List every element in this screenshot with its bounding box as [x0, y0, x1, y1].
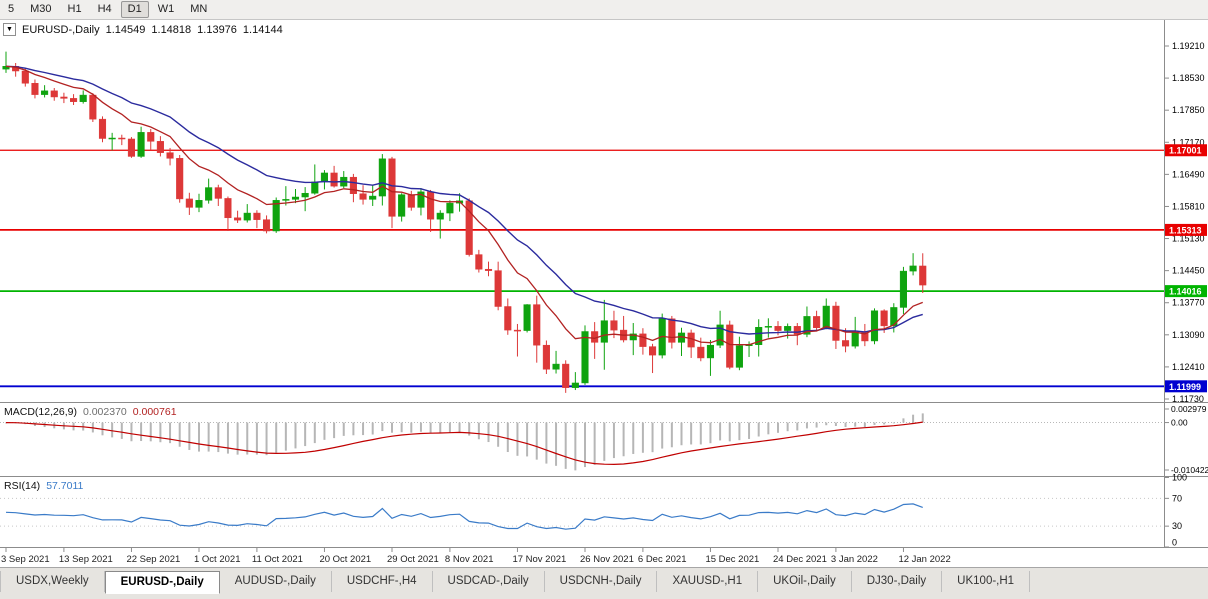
time-axis-label: 11 Oct 2021	[252, 554, 303, 565]
time-axis-label: 26 Nov 2021	[580, 554, 634, 565]
chart-region[interactable]: 1.19210 1.18530 1.17850 1.17170 1.16490 1.158…	[0, 20, 1208, 567]
ma-slow-line	[5, 65, 923, 335]
chart-tab-usdcnh-daily[interactable]: USDCNH-,Daily	[545, 571, 658, 592]
time-axis-label: 17 Nov 2021	[512, 554, 566, 565]
chart-tab-uk100-h1[interactable]: UK100-,H1	[942, 571, 1031, 592]
time-axis-label: 1 Oct 2021	[194, 554, 240, 565]
price-flag-text: 1.14016	[1169, 287, 1202, 297]
chart-tab-audusd-daily[interactable]: AUDUSD-,Daily	[220, 571, 332, 592]
price-axis-label: 1.17850	[1172, 105, 1205, 115]
time-axis-label: 8 Nov 2021	[445, 554, 494, 565]
macd-axis-label: 0.00	[1171, 418, 1188, 428]
price-flag-text: 1.17001	[1169, 146, 1202, 156]
horizontal-lines[interactable]	[0, 149, 1164, 388]
chart-tab-ukoil-daily[interactable]: UKOil-,Daily	[758, 571, 852, 592]
price-axis-label: 1.12410	[1172, 362, 1205, 372]
price-axis-label: 1.17170	[1172, 137, 1205, 147]
price-flag-1.11999	[1165, 380, 1207, 393]
timeframe-button-mn[interactable]: MN	[190, 3, 208, 15]
chart-dropdown-icon[interactable]: ▼	[3, 23, 16, 36]
ma-fast-line	[5, 65, 923, 346]
time-axis-label: 3 Jan 2022	[831, 554, 878, 565]
chart-canvas[interactable]: 1.19210 1.18530 1.17850 1.17170 1.16490 1.158…	[0, 20, 1208, 567]
macd-axis-label: -0.010422	[1171, 465, 1208, 475]
price-flag-1.15313	[1165, 223, 1207, 236]
timeframe-button-h1[interactable]: H1	[67, 3, 82, 15]
price-axis[interactable]: 1.19210 1.18530 1.17850 1.17170 1.16490 1.158…	[1164, 41, 1205, 404]
rsi-axis-label: 100	[1172, 473, 1187, 483]
time-axis-label: 22 Sep 2021	[126, 554, 180, 565]
chart-tab-usdx-weekly[interactable]: USDX,Weekly	[0, 571, 105, 592]
timeframe-button-w1[interactable]: W1	[157, 3, 175, 15]
time-axis-label: 29 Oct 2021	[387, 554, 439, 565]
macd-axis-label: 0.002979	[1171, 404, 1207, 414]
chart-tab-usdcad-daily[interactable]: USDCAD-,Daily	[433, 571, 545, 592]
time-axis[interactable]: 3 Sep 2021 13 Sep 2021 22 Sep 2021 1 Oct 20…	[1, 547, 951, 566]
chart-tab-eurusd-daily[interactable]: EURUSD-,Daily	[104, 571, 220, 594]
timeframe-button-d1[interactable]: D1	[120, 1, 149, 18]
time-axis-label: 6 Dec 2021	[638, 554, 687, 565]
time-axis-label: 15 Dec 2021	[705, 554, 759, 565]
macd-signal-line	[5, 421, 923, 466]
price-axis-label: 1.18530	[1172, 73, 1205, 83]
timeframe-toolbar: 5 M30 H1 H4 D1 W1 MN	[0, 0, 1208, 20]
rsi-axis-label: 30	[1172, 521, 1182, 531]
price-axis-label: 1.15130	[1172, 234, 1205, 244]
rsi-axis-label: 70	[1172, 493, 1182, 503]
time-axis-label: 20 Oct 2021	[319, 554, 371, 565]
time-axis-label: 24 Dec 2021	[773, 554, 827, 565]
timeframe-button-m30[interactable]: M30	[30, 3, 52, 15]
price-flag-1.17001	[1165, 144, 1207, 157]
price-axis-label: 1.15810	[1172, 201, 1205, 211]
timeframe-button-5[interactable]: 5	[8, 3, 15, 15]
price-axis-label: 1.11730	[1172, 394, 1204, 404]
time-axis-label: 12 Jan 2022	[898, 554, 950, 565]
chart-tab-usdchf-h4[interactable]: USDCHF-,H4	[332, 571, 433, 592]
candlesticks	[2, 51, 927, 393]
price-flag-text: 1.15313	[1169, 225, 1202, 235]
rsi-line	[5, 503, 923, 530]
chart-tab-dj30-daily[interactable]: DJ30-,Daily	[852, 571, 943, 592]
price-axis-label: 1.13090	[1172, 330, 1205, 340]
price-axis-label: 1.16490	[1172, 169, 1205, 179]
macd-histogram	[5, 413, 924, 471]
rsi-axis-label: 0	[1172, 538, 1177, 548]
price-axis-label: 1.13770	[1172, 298, 1205, 308]
timeframe-button-h4[interactable]: H4	[97, 3, 112, 15]
chart-tabs-bar: USDX,Weekly EURUSD-,Daily AUDUSD-,Daily USD…	[0, 567, 1208, 599]
time-axis-label: 3 Sep 2021	[1, 554, 50, 565]
chart-tab-xauusd-h1[interactable]: XAUUSD-,H1	[657, 571, 759, 592]
price-flag-text: 1.11999	[1169, 382, 1201, 392]
price-flag-1.14016	[1165, 285, 1207, 298]
time-axis-label: 13 Sep 2021	[59, 554, 113, 565]
price-axis-label: 1.14450	[1172, 266, 1205, 276]
price-axis-label: 1.19210	[1172, 41, 1205, 51]
